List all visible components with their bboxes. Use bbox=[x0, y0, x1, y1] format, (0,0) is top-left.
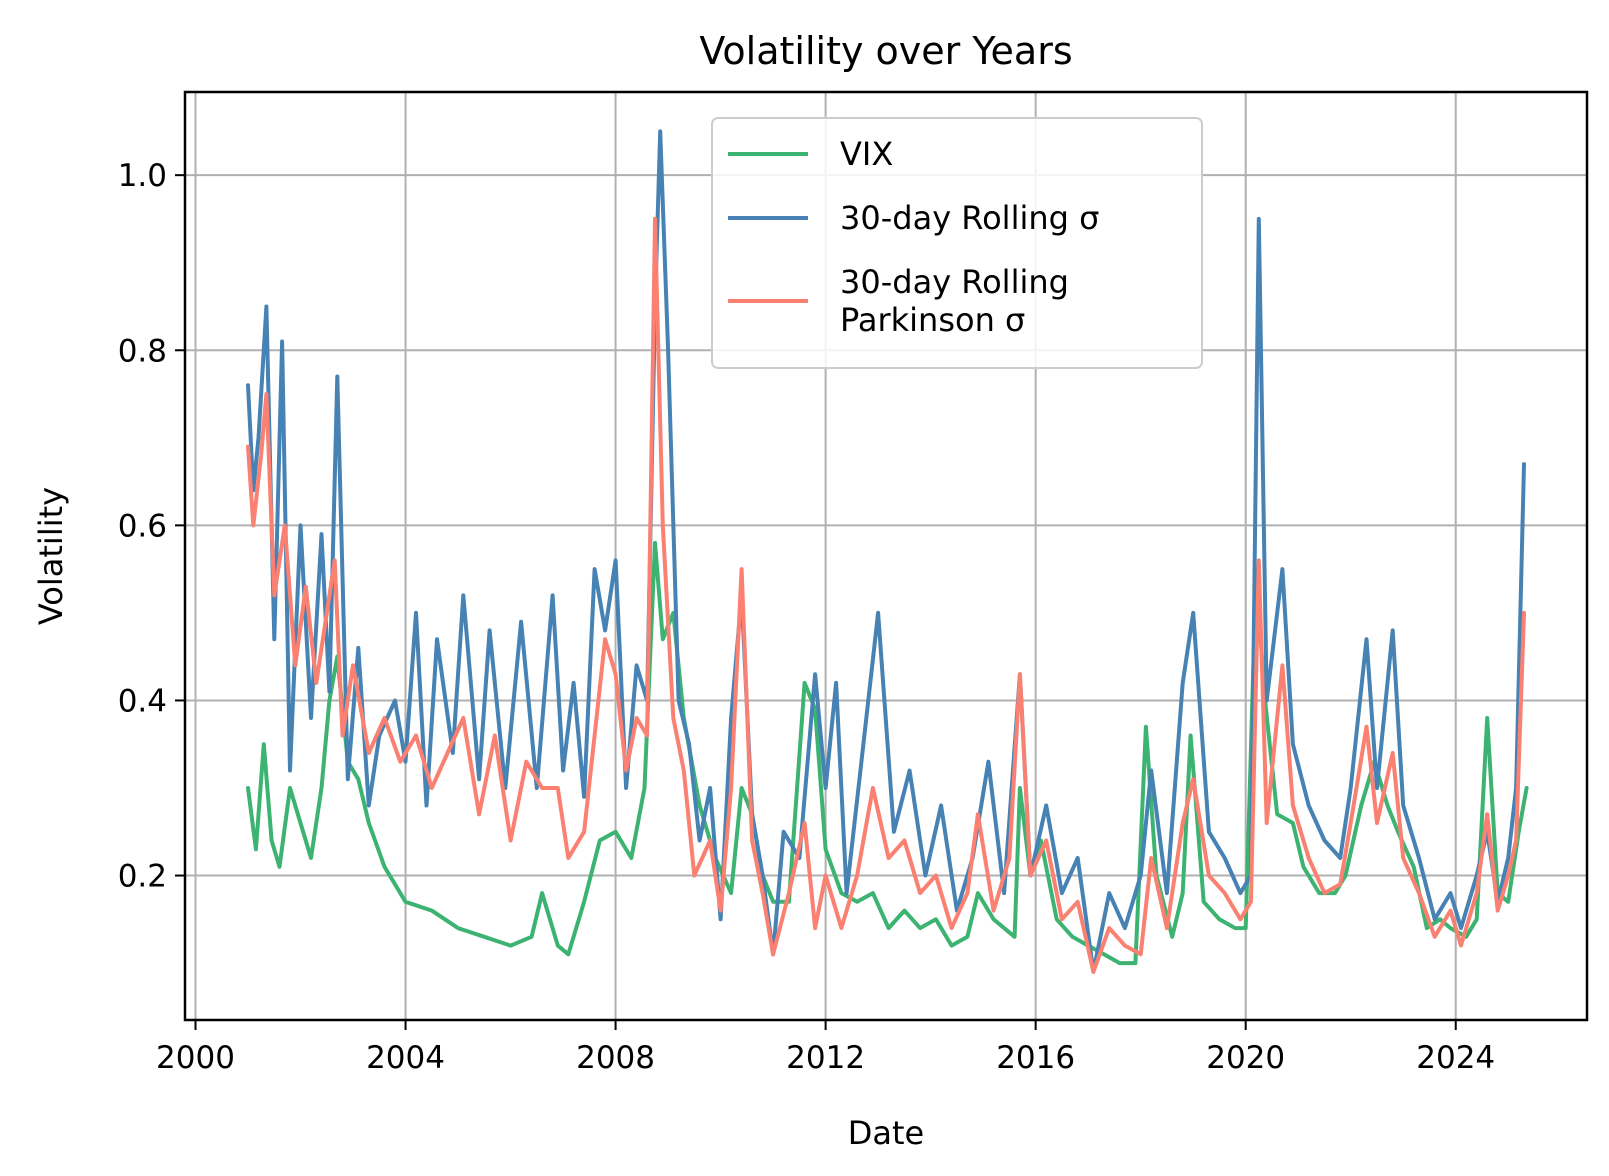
y-tick-label: 1.0 bbox=[118, 158, 167, 194]
x-tick-label: 2024 bbox=[1416, 1040, 1495, 1076]
x-tick-label: 2008 bbox=[576, 1040, 655, 1076]
y-tick-label: 0.2 bbox=[118, 859, 167, 895]
legend-label-1: 30-day Rolling σ bbox=[840, 199, 1099, 237]
y-tick-label: 0.6 bbox=[118, 508, 167, 544]
y-tick-label: 0.8 bbox=[118, 333, 167, 369]
y-axis-label: Volatility bbox=[32, 487, 70, 625]
legend: VIX 30-day Rolling σ 30-day Rolling Parkins… bbox=[711, 117, 1203, 369]
legend-label-2: 30-day Rolling Parkinson σ bbox=[840, 263, 1069, 339]
x-tick-label: 2020 bbox=[1206, 1040, 1285, 1076]
series-line-1 bbox=[246, 129, 1526, 974]
legend-box bbox=[711, 117, 1203, 369]
x-tick-label: 2016 bbox=[996, 1040, 1075, 1076]
y-tick-label: 0.4 bbox=[118, 683, 167, 719]
x-tick-label: 2012 bbox=[786, 1040, 865, 1076]
legend-label-0: VIX bbox=[840, 135, 893, 173]
series-line-0 bbox=[246, 540, 1529, 966]
series-lines bbox=[246, 129, 1529, 974]
x-tick-label: 2000 bbox=[156, 1040, 235, 1076]
chart-title: Volatility over Years bbox=[699, 29, 1072, 73]
plot-frame bbox=[183, 90, 1589, 1022]
x-tick-label: 2004 bbox=[366, 1040, 445, 1076]
x-axis-label: Date bbox=[848, 1114, 924, 1152]
axis-ticks: 2000 2004 2008 2012 2016 2020 2024 0.2 0.4 0.6 0.8… bbox=[118, 158, 1495, 1076]
series-line-2 bbox=[246, 216, 1526, 974]
